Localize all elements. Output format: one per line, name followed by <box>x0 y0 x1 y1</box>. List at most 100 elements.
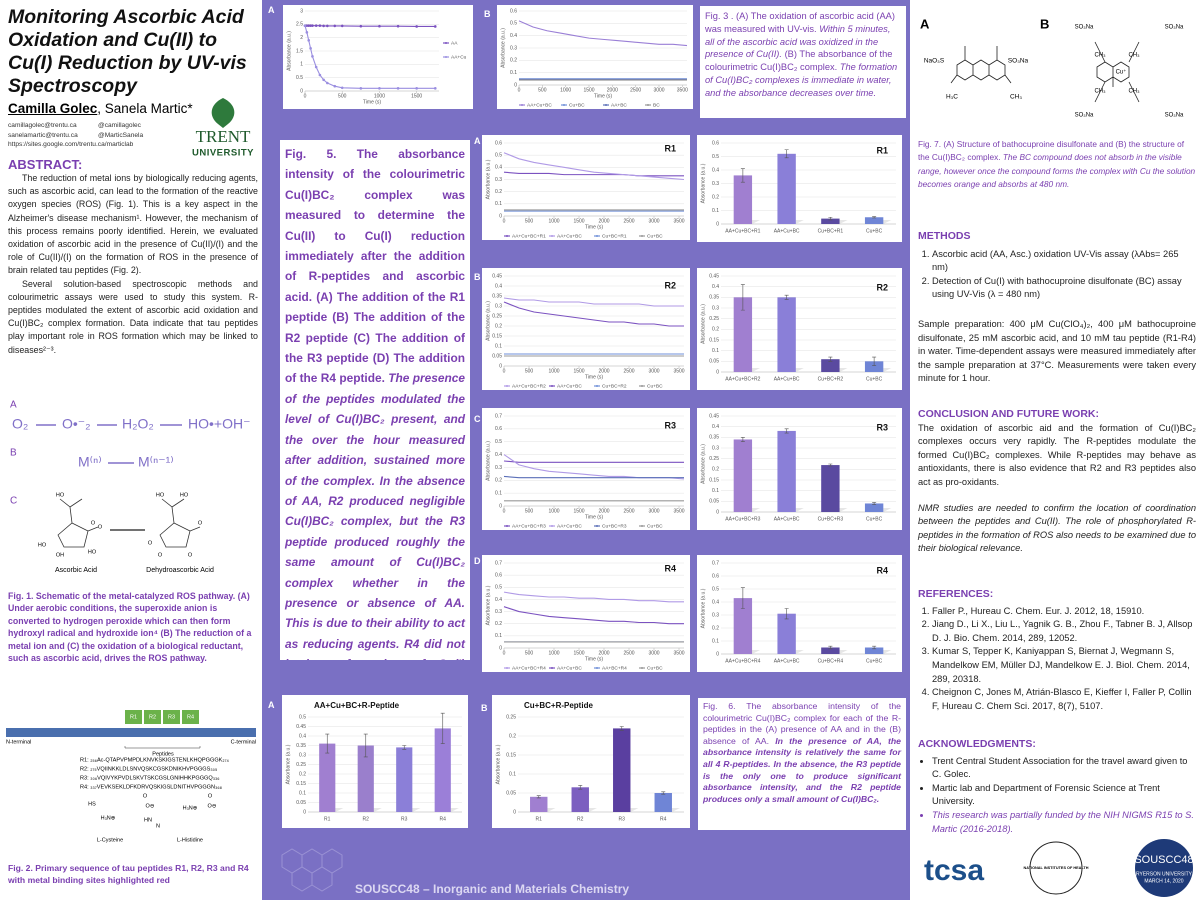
y-tick-label: 0.6 <box>712 573 719 579</box>
x-tick-label: 1500 <box>573 218 584 224</box>
amino-acid: L-Cysteine <box>97 837 123 843</box>
ack-item: Trent Central Student Association for th… <box>932 755 1196 782</box>
x-tick-label: 3000 <box>648 218 659 224</box>
legend-label: Cu+BC <box>569 102 585 108</box>
point <box>307 24 311 27</box>
legend-marker <box>641 667 643 669</box>
caption-part: In the presence of AA, the absorbance in… <box>703 735 901 804</box>
y-axis-label: Absorbance (a.u.) <box>700 163 706 203</box>
bar <box>821 647 840 654</box>
x-tick-label: 2500 <box>623 650 634 656</box>
y-tick-label: 0 <box>513 809 516 815</box>
y-tick-label: 0.3 <box>495 465 502 471</box>
panel-label: D <box>474 556 481 566</box>
legend-marker <box>551 235 553 237</box>
species: M⁽ⁿ⁻¹⁾ <box>138 454 174 470</box>
fig7-caption: Fig. 7. (A) Structure of bathocuproine d… <box>918 138 1196 192</box>
x-tick-label: R4 <box>660 816 667 822</box>
protein-bar <box>6 728 256 737</box>
error-bar <box>740 437 745 442</box>
x-axis-label: Time (s) <box>585 374 603 380</box>
atom-label: O <box>98 524 103 530</box>
sequence: R4: ₃₃₇VEVKSEKLDFKDRVQSKIGSLDNITHVPGGGN₃… <box>80 784 222 790</box>
panel-label: B <box>1040 16 1049 31</box>
legend-marker <box>506 235 508 237</box>
y-tick-label: 0.1 <box>495 343 502 349</box>
conference-badge <box>1135 839 1193 897</box>
caption-part: Fig. 6. The absorbance intensity of the … <box>703 701 901 746</box>
error-bar <box>784 608 789 620</box>
y-tick-label: 0.5 <box>712 586 719 592</box>
sponsor-logos: tcsa NATIONAL INSTITUTES OF HEALTH SOUSC… <box>924 839 1194 897</box>
legend-label: Cu+BC+R3 <box>602 523 627 529</box>
y-tick-label: 0 <box>716 221 719 227</box>
x-tick-label: 0 <box>503 508 506 514</box>
legend-marker <box>641 235 643 237</box>
y-tick-label: 0.2 <box>495 323 502 329</box>
bar <box>733 598 753 654</box>
fig5-caption: Fig. 5. The absorbance intensity of the … <box>280 140 470 660</box>
legend-marker <box>641 525 643 527</box>
atom-label: H₃N⊕ <box>101 815 116 821</box>
error-bar <box>740 587 745 609</box>
point <box>359 87 363 90</box>
y-tick-label: 0.5 <box>510 21 517 27</box>
authors: Camilla Golec, Sanela Martic* <box>8 101 208 116</box>
contact-row: sanelamartic@trentu.ca @MarticSanela <box>8 131 188 141</box>
x-tick-label: AA+Cu+BC+R1 <box>725 228 760 234</box>
panel-label: C <box>474 414 481 424</box>
atom-label: HN <box>144 817 152 823</box>
region-label: R2 <box>149 714 156 720</box>
point <box>318 73 322 77</box>
legend-marker <box>641 385 643 387</box>
y-tick-label: 2 <box>300 35 303 41</box>
chart-title: Cu+BC+R-Peptide <box>524 701 593 710</box>
x-tick-label: AA+Cu+BC+R4 <box>725 658 760 664</box>
y-tick-label: 0.1 <box>495 490 502 496</box>
caption-part: (B) The absorbance of the colourimetric … <box>705 49 893 73</box>
legend-label: Cu+BC+R1 <box>602 233 627 239</box>
y-axis-label: Absorbance (a.u.) <box>285 744 291 784</box>
twitter: @MarticSanela <box>98 131 144 139</box>
y-tick-label: 0.3 <box>495 609 502 615</box>
point <box>433 87 437 90</box>
y-tick-label: 0.35 <box>709 295 719 301</box>
atom-label: SO₃Na <box>1165 113 1184 119</box>
point <box>396 24 400 28</box>
bar <box>733 297 753 372</box>
y-tick-label: 0.45 <box>296 724 306 730</box>
legend-marker <box>563 104 565 106</box>
y-tick-label: 0.2 <box>509 733 516 739</box>
y-tick-label: 0 <box>716 509 719 515</box>
legend-marker <box>506 525 508 527</box>
presenter: Camilla Golec <box>8 101 98 116</box>
atom-label: SO₃Na <box>1075 25 1094 31</box>
conclusion: CONCLUSION AND FUTURE WORK: The oxidatio… <box>918 408 1196 556</box>
atom-label: O <box>148 540 153 546</box>
terminal: C-terminal <box>231 739 256 745</box>
atom-label: SO₃Na <box>1008 58 1029 65</box>
chart: 0 0.1 0.2 0.3 0.4 0.5 0.6 0.7 Absorbance (a.u.) R… <box>482 555 690 672</box>
x-tick-label: 1500 <box>411 93 422 99</box>
y-tick-label: 0.6 <box>495 572 502 578</box>
atom-label: H₃C <box>946 94 958 101</box>
amino-acid: L-Histidine <box>177 837 203 843</box>
panel-label: A <box>920 16 930 31</box>
point <box>305 24 309 27</box>
x-tick-label: 2500 <box>623 218 634 224</box>
x-tick-label: 3000 <box>648 368 659 374</box>
point <box>311 55 314 58</box>
y-tick-label: 0.4 <box>495 597 502 603</box>
legend-label: AA+Cu+BC <box>527 102 552 108</box>
point <box>378 87 381 90</box>
poster-title: Monitoring Ascorbic Acid Oxidation and C… <box>8 6 247 97</box>
x-tick-label: R1 <box>324 816 331 822</box>
legend-marker <box>506 667 508 669</box>
x-tick-label: 0 <box>518 87 521 93</box>
y-tick-label: 0.5 <box>299 714 306 720</box>
region-label: R4 <box>187 714 194 720</box>
x-tick-label: 500 <box>538 87 547 93</box>
series-line <box>503 297 684 307</box>
error-bar <box>784 149 789 159</box>
